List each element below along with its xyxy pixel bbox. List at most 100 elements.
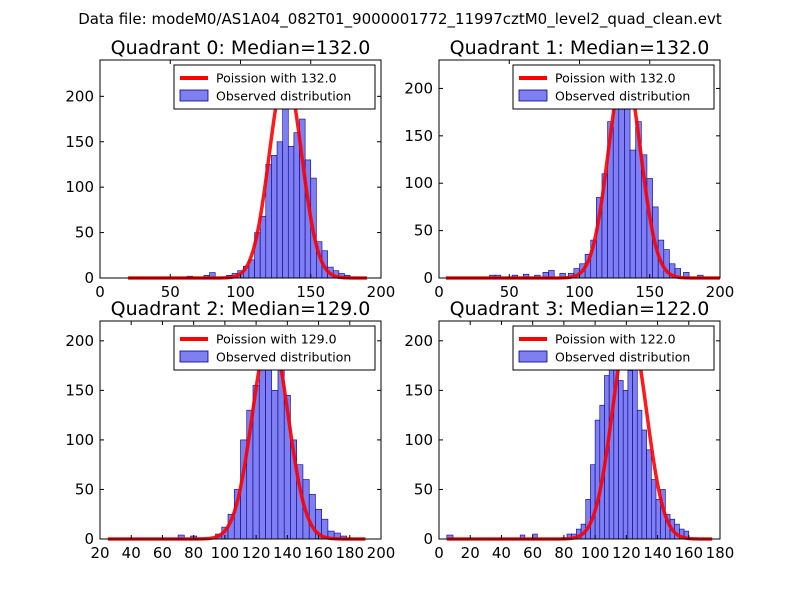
quadrant-2-legend: Poission with 129.0 Observed distribution xyxy=(173,325,376,371)
quadrant-1-y-ticks: 0 50 100 150 200 xyxy=(404,79,720,287)
quadrant-0-title: Quadrant 0: Median=132.0 xyxy=(111,37,371,59)
legend-box xyxy=(512,325,715,371)
histogram-bar xyxy=(655,499,661,540)
legend-curve-label: Poission with 132.0 xyxy=(555,71,676,86)
quadrant-3-x-ticks: 0 20 40 60 80 100 120 140 160 180 xyxy=(434,321,734,562)
legend-bar-label: Observed distribution xyxy=(555,350,690,365)
y-tick-label: 100 xyxy=(65,178,94,196)
histogram-bar xyxy=(259,215,267,279)
histogram-bar xyxy=(618,380,624,540)
y-tick-label: 0 xyxy=(423,269,433,287)
quadrant-1-x-ticks: 0 50 100 150 200 xyxy=(434,60,734,301)
histogram-bar xyxy=(282,79,289,279)
y-tick-label: 0 xyxy=(423,530,433,548)
legend-bar-label: Observed distribution xyxy=(216,89,351,104)
histogram-bar xyxy=(590,464,596,540)
histogram-bar xyxy=(629,149,637,279)
histogram-bar xyxy=(594,419,601,540)
x-tick-label: 160 xyxy=(304,544,333,562)
y-tick-label: 100 xyxy=(404,174,433,192)
x-tick-label: 60 xyxy=(523,544,542,562)
histogram-bar xyxy=(258,360,266,540)
quadrant-0-histogram xyxy=(186,79,351,279)
legend-box xyxy=(173,64,376,110)
histogram-bar xyxy=(271,390,279,540)
x-tick-label: 0 xyxy=(434,544,444,562)
quadrant-2-y-ticks: 0 50 100 150 200 xyxy=(65,332,381,548)
histogram-bar xyxy=(293,132,300,279)
x-tick-label: 150 xyxy=(296,283,325,301)
x-tick-label: 120 xyxy=(612,544,641,562)
histogram-bar xyxy=(622,390,629,540)
x-tick-label: 200 xyxy=(706,283,735,301)
x-tick-label: 140 xyxy=(273,544,302,562)
x-tick-label: 180 xyxy=(335,544,364,562)
x-tick-label: 80 xyxy=(554,544,573,562)
histogram-bar xyxy=(627,370,633,540)
x-tick-label: 0 xyxy=(434,283,444,301)
x-tick-label: 20 xyxy=(90,544,109,562)
legend-bar-swatch xyxy=(179,89,209,102)
quadrant-1-histogram xyxy=(489,73,704,279)
quadrant-3-y-ticks: 0 50 100 150 200 xyxy=(404,332,720,548)
legend-bar-label: Observed distribution xyxy=(555,89,690,104)
x-tick-label: 80 xyxy=(184,544,203,562)
histogram-bar xyxy=(636,409,643,540)
x-tick-label: 40 xyxy=(492,544,511,562)
quadrant-0-legend: Poission with 132.0 Observed distribution xyxy=(173,64,376,110)
quadrant-1-legend: Poission with 132.0 Observed distribution xyxy=(512,64,715,110)
x-tick-label: 180 xyxy=(706,544,735,562)
y-tick-label: 100 xyxy=(65,431,94,449)
x-tick-label: 100 xyxy=(581,544,610,562)
figure-title: Data file: modeM0/AS1A04_082T01_90000017… xyxy=(78,10,722,29)
histogram-bar xyxy=(618,92,625,279)
legend-curve-label: Poission with 122.0 xyxy=(555,332,676,347)
y-tick-label: 50 xyxy=(414,480,433,498)
legend-bar-swatch xyxy=(179,350,209,363)
x-tick-label: 40 xyxy=(122,544,141,562)
quadrant-1-title: Quadrant 1: Median=132.0 xyxy=(450,37,710,59)
quadrant-2-panel: Quadrant 2: Median=129.020 40 60 80 100 120 14… xyxy=(65,298,395,562)
x-tick-label: 20 xyxy=(461,544,480,562)
x-tick-label: 100 xyxy=(226,283,255,301)
quadrant-2-title: Quadrant 2: Median=129.0 xyxy=(111,298,371,320)
y-tick-label: 150 xyxy=(404,127,433,145)
quadrant-0-x-ticks: 0 50 100 150 200 xyxy=(95,60,395,301)
quadrant-panels: Quadrant 0: Median=132.00 50 100 150 2000501… xyxy=(65,37,734,562)
y-tick-label: 200 xyxy=(65,332,94,350)
y-tick-label: 150 xyxy=(65,133,94,151)
quadrant-2-axes-frame xyxy=(99,320,382,540)
quadrant-3-legend: Poission with 122.0 Observed distribution xyxy=(512,325,715,371)
histogram-bar xyxy=(612,107,620,279)
histogram-bar xyxy=(651,479,657,540)
legend-box xyxy=(173,325,376,371)
x-tick-label: 140 xyxy=(643,544,672,562)
histogram-bar xyxy=(646,449,652,540)
y-tick-label: 200 xyxy=(404,332,433,350)
x-tick-label: 160 xyxy=(674,544,703,562)
quadrant-3-panel: Quadrant 3: Median=122.00 20 40 60 80 100 120 1… xyxy=(404,298,734,562)
y-tick-label: 50 xyxy=(75,224,94,242)
x-tick-label: 0 xyxy=(95,283,105,301)
histogram-bar xyxy=(641,429,647,540)
y-tick-label: 100 xyxy=(404,431,433,449)
quadrant-1-panel: Quadrant 1: Median=132.0 0 50 100 150 200 0 50 1… xyxy=(404,37,734,301)
histogram-bar xyxy=(287,145,295,279)
quadrant-3-axes-frame xyxy=(438,320,721,540)
histogram-bar xyxy=(276,141,283,279)
y-tick-label: 150 xyxy=(65,381,94,399)
quadrant-0-panel: Quadrant 0: Median=132.0 0 50 100 150 200 0 50 1… xyxy=(65,37,395,301)
legend-bar-label: Observed distribution xyxy=(216,350,351,365)
x-tick-label: 200 xyxy=(367,283,396,301)
y-tick-label: 0 xyxy=(84,269,94,287)
quadrant-2-x-ticks: 20 40 60 80 100 120 140 160 180 200 xyxy=(90,321,395,562)
y-tick-label: 50 xyxy=(75,480,94,498)
legend-curve-label: Poission with 132.0 xyxy=(216,71,337,86)
y-tick-label: 50 xyxy=(414,222,433,240)
y-tick-label: 200 xyxy=(65,87,94,105)
x-tick-label: 200 xyxy=(367,544,396,562)
y-tick-label: 150 xyxy=(404,381,433,399)
y-tick-label: 0 xyxy=(84,530,94,548)
x-tick-label: 150 xyxy=(635,283,664,301)
